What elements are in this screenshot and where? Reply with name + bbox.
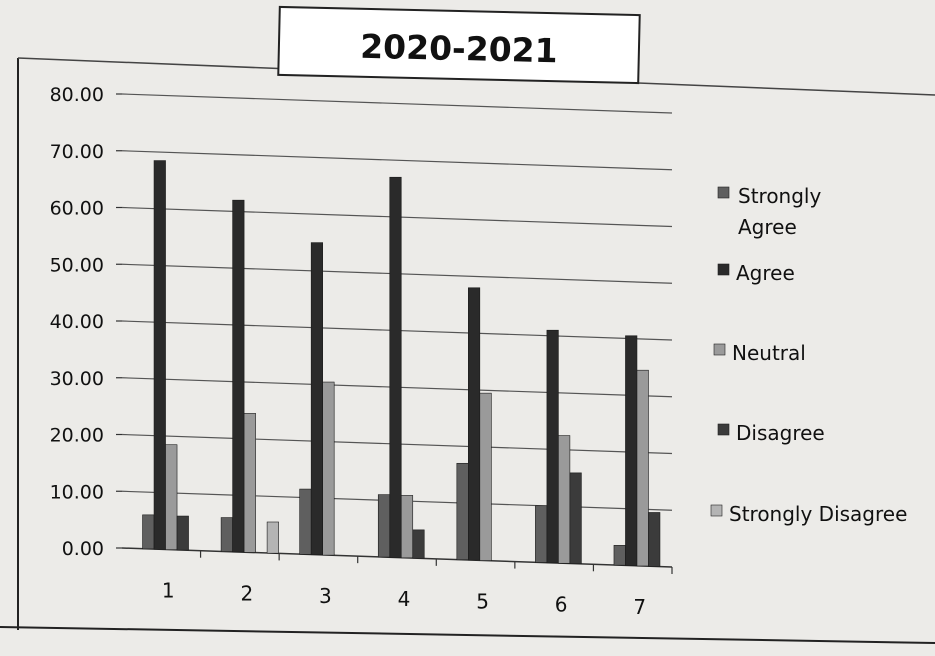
bar-strongly-disagree — [266, 521, 279, 554]
x-tick-label: 6 — [555, 592, 568, 616]
chart-title: 2020-2021 — [360, 27, 558, 70]
bar-strongly-agree — [377, 494, 391, 558]
bar-neutral — [636, 369, 649, 567]
x-tick-label: 4 — [398, 587, 411, 611]
bar-disagree — [412, 529, 425, 559]
bar-rect — [299, 488, 312, 555]
bar-strongly-agree — [142, 514, 155, 550]
legend-swatch — [717, 186, 730, 199]
bar-disagree — [569, 472, 582, 564]
legend-label: Agree — [736, 261, 795, 285]
legend-item-disagree: Disagree — [717, 421, 825, 445]
bar-agree — [389, 176, 402, 558]
legend-item-neutral: Neutral — [713, 341, 806, 365]
y-tick-label: 0.00 — [62, 538, 104, 560]
legend-label: Disagree — [736, 421, 825, 445]
bar-neutral — [400, 495, 414, 559]
x-tick-label: 7 — [633, 595, 646, 619]
y-tick-label: 20.00 — [50, 425, 104, 447]
bar-rect — [220, 517, 233, 552]
legend-item-strongly-disagree: Strongly Disagree — [710, 502, 907, 526]
bar-rect — [243, 413, 256, 553]
bar-rect — [569, 472, 582, 564]
y-tick-label: 40.00 — [50, 311, 104, 333]
legend: Strongly Agree Agree Neutral Disagree Strongl… — [710, 184, 907, 526]
y-axis-ticks: 0.00 10.00 20.00 30.00 40.00 50.00 60.00 70.00 8… — [50, 84, 122, 560]
bar-rect — [266, 521, 279, 554]
title-box — [277, 5, 641, 85]
bar-strongly-agree — [220, 517, 233, 552]
legend-item-strongly-agree: Strongly Agree — [717, 184, 821, 239]
bar-rect — [400, 495, 414, 559]
bar-neutral — [243, 413, 256, 553]
bar-rect — [176, 515, 189, 551]
y-tick-label: 60.00 — [50, 198, 104, 220]
bar-rect — [456, 462, 469, 561]
bar-disagree — [176, 515, 189, 551]
bar-strongly-agree — [299, 488, 312, 555]
gridline — [121, 93, 673, 114]
bar-rect — [468, 287, 481, 561]
bar-rect — [613, 545, 626, 566]
bar-rect — [648, 512, 661, 567]
bar-agree — [546, 329, 559, 564]
legend-swatch — [713, 343, 726, 356]
y-tick-label: 50.00 — [50, 254, 104, 276]
legend-label: Strongly Disagree — [729, 502, 907, 526]
bar-strongly-agree — [456, 462, 469, 561]
bar-neutral — [479, 392, 492, 561]
bar-rect — [153, 160, 166, 550]
legend-swatch — [717, 263, 730, 276]
bar-rect — [232, 199, 245, 553]
bar-neutral — [558, 435, 571, 564]
bar-rect — [142, 514, 155, 550]
bar-rect — [558, 435, 571, 564]
bar-rect — [389, 176, 402, 558]
bar-rect — [636, 369, 649, 567]
legend-label-cont: Agree — [738, 215, 797, 239]
bar-disagree — [648, 512, 661, 567]
gridline — [121, 150, 673, 171]
bar-rect — [625, 335, 638, 566]
bar-agree — [310, 242, 323, 556]
bar-agree — [468, 287, 481, 561]
x-axis-ticks: 1 2 3 4 5 6 7 — [162, 550, 673, 619]
x-tick-label: 5 — [476, 590, 489, 614]
bar-rect — [310, 242, 323, 556]
bar-strongly-agree — [613, 545, 626, 566]
bar-rect — [535, 505, 548, 563]
legend-swatch — [717, 423, 730, 436]
bar-rect — [546, 329, 559, 564]
chart-frame-bottom — [0, 626, 935, 644]
y-tick-label: 80.00 — [50, 84, 104, 106]
bar-neutral — [165, 444, 178, 551]
bars — [142, 160, 661, 567]
bar-neutral — [322, 381, 335, 556]
legend-swatch — [710, 504, 723, 517]
legend-item-agree: Agree — [717, 261, 795, 285]
bar-strongly-agree — [535, 505, 548, 563]
bar-rect — [479, 392, 492, 561]
bar-agree — [232, 199, 245, 553]
legend-label: Neutral — [732, 341, 806, 365]
y-tick-label: 30.00 — [50, 368, 104, 390]
x-tick-label: 2 — [240, 581, 253, 605]
y-tick-label: 10.00 — [50, 481, 104, 503]
bar-rect — [412, 529, 425, 559]
bar-rect — [377, 494, 391, 558]
x-tick-label: 1 — [162, 579, 175, 603]
y-tick-label: 70.00 — [50, 141, 104, 163]
bar-rect — [322, 381, 335, 556]
x-tick-label: 3 — [319, 584, 332, 608]
bar-rect — [165, 444, 178, 551]
legend-label: Strongly — [738, 184, 821, 208]
bar-agree — [625, 335, 638, 566]
bar-agree — [153, 160, 166, 550]
